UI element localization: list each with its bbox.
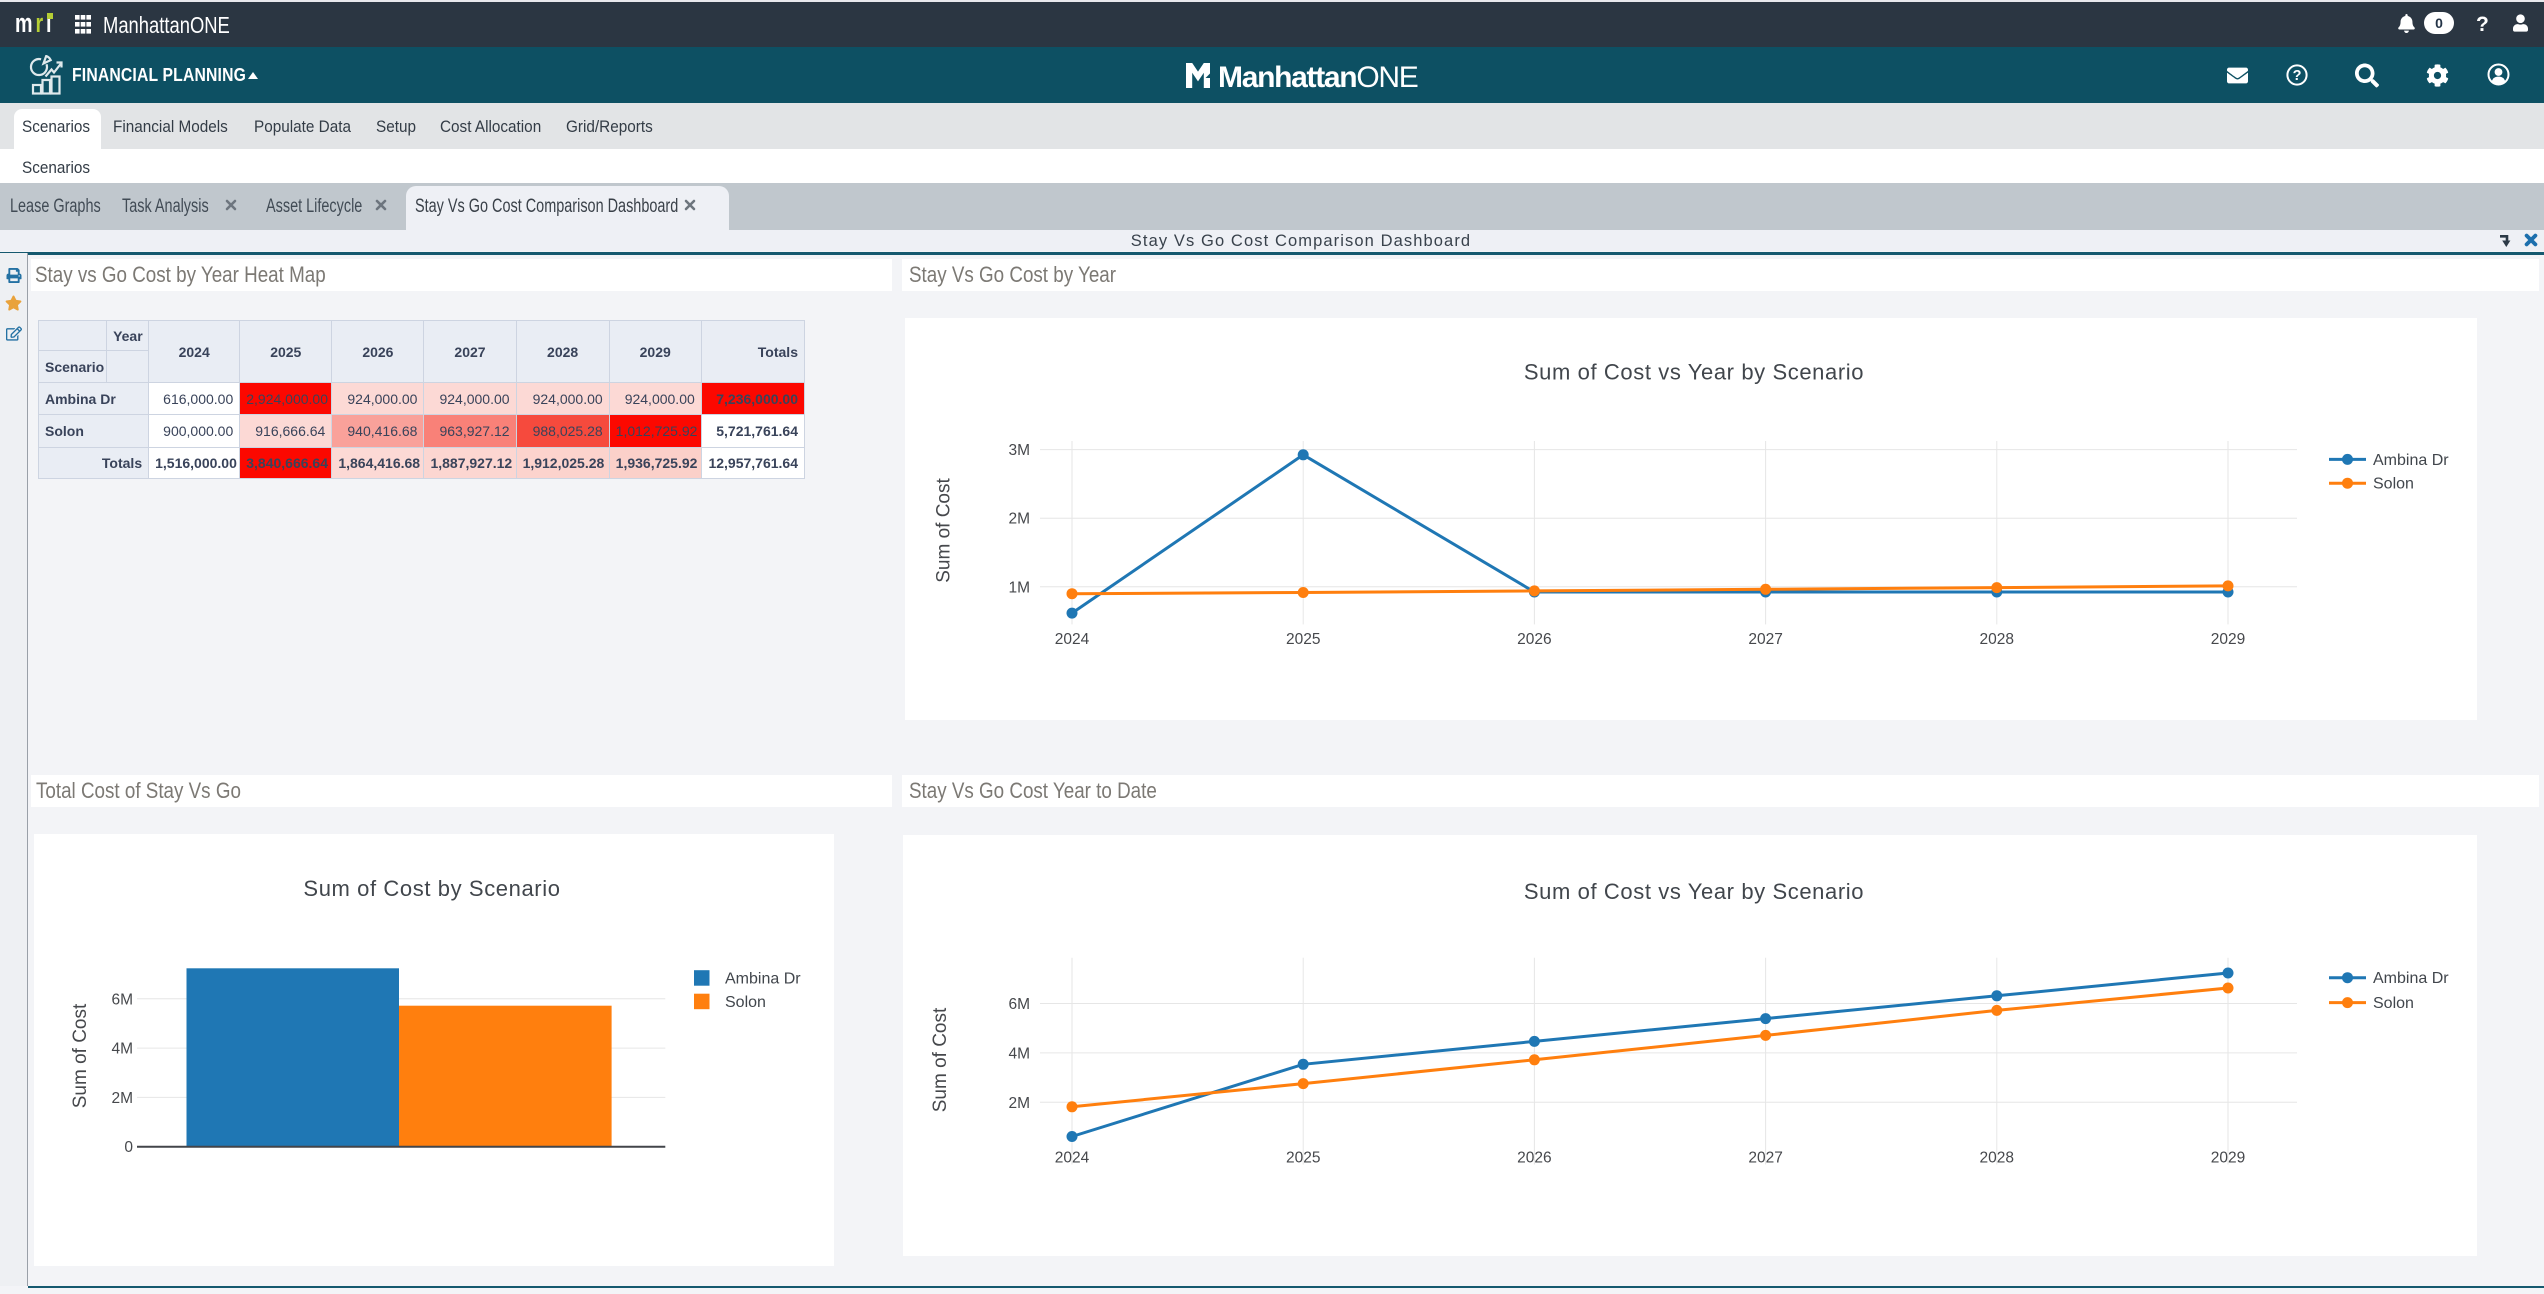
svg-text:0: 0: [124, 1139, 133, 1156]
svg-text:3M: 3M: [1008, 442, 1030, 459]
svg-text:2027: 2027: [1748, 631, 1782, 648]
svg-text:2027: 2027: [1748, 1150, 1782, 1167]
svg-text:Solon: Solon: [2373, 476, 2414, 493]
svg-text:4M: 4M: [111, 1041, 133, 1058]
svg-text:2M: 2M: [1008, 1095, 1030, 1112]
svg-text:Sum of Cost: Sum of Cost: [930, 1007, 951, 1112]
svg-text:2M: 2M: [1008, 511, 1030, 528]
svg-text:Sum of Cost vs Year by Scenari: Sum of Cost vs Year by Scenario: [1524, 879, 1864, 904]
svg-text:2028: 2028: [1980, 631, 2014, 648]
svg-text:Sum of Cost by Scenario: Sum of Cost by Scenario: [303, 876, 560, 901]
svg-text:2025: 2025: [1286, 631, 1320, 648]
svg-text:6M: 6M: [1008, 996, 1030, 1013]
svg-text:Solon: Solon: [725, 994, 766, 1011]
svg-text:2026: 2026: [1517, 1150, 1551, 1167]
svg-text:Ambina Dr: Ambina Dr: [2373, 970, 2449, 987]
svg-text:1M: 1M: [1008, 579, 1030, 596]
svg-text:2024: 2024: [1055, 631, 1090, 648]
svg-text:2M: 2M: [111, 1090, 133, 1107]
svg-text:Sum of Cost: Sum of Cost: [934, 478, 955, 583]
svg-text:Ambina Dr: Ambina Dr: [725, 971, 801, 988]
svg-text:Ambina Dr: Ambina Dr: [2373, 452, 2449, 469]
svg-text:Sum of Cost: Sum of Cost: [70, 1003, 91, 1108]
svg-text:2029: 2029: [2211, 631, 2245, 648]
svg-text:2029: 2029: [2211, 1150, 2245, 1167]
svg-text:6M: 6M: [111, 991, 133, 1008]
svg-text:?: ?: [2293, 68, 2302, 84]
svg-text:2028: 2028: [1980, 1150, 2014, 1167]
svg-text:Solon: Solon: [2373, 995, 2414, 1012]
svg-text:2025: 2025: [1286, 1150, 1320, 1167]
svg-text:Sum of Cost vs Year by Scenari: Sum of Cost vs Year by Scenario: [1524, 360, 1864, 385]
svg-text:2026: 2026: [1517, 631, 1551, 648]
svg-text:4M: 4M: [1008, 1045, 1030, 1062]
svg-text:2024: 2024: [1055, 1150, 1090, 1167]
